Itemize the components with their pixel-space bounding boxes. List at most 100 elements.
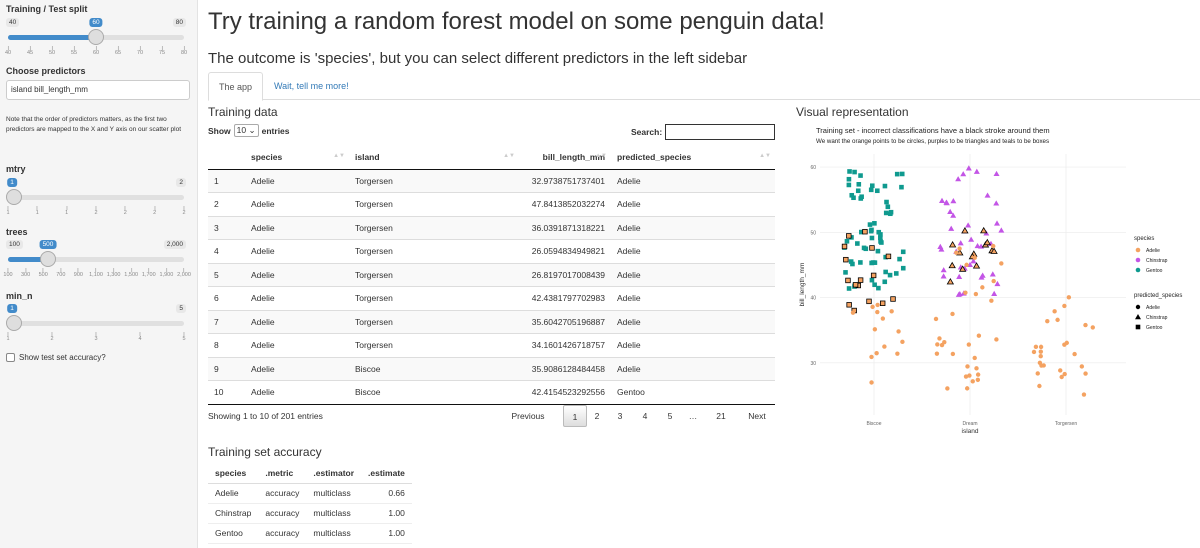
tab-the-app[interactable]: The app — [208, 72, 264, 101]
min-n-handle[interactable] — [6, 315, 22, 331]
column-header[interactable]: bill_length_mm ▲▼ — [519, 145, 611, 170]
min-n-slider[interactable]: 1 5 1 2 3 4 5 — [6, 304, 186, 344]
entries-value: 10 — [236, 125, 247, 135]
y-tick-label: 30 — [810, 361, 816, 367]
table-cell: 7 — [208, 309, 245, 334]
page-button[interactable]: 2 — [594, 411, 600, 421]
scatter-point — [993, 170, 1000, 177]
table-cell: Torgersen — [349, 333, 519, 357]
split-fill — [8, 35, 96, 40]
accuracy-column-header: .metric — [258, 463, 307, 484]
sort-icon: ▲▼ — [595, 153, 607, 159]
scatter-point — [888, 211, 893, 217]
split-slider[interactable]: 40 60 80 40 45 50 55 60 65 70 75 80 — [5, 18, 187, 58]
slider-tick: 60 — [93, 46, 99, 56]
accuracy-cell: Adelie — [208, 483, 259, 504]
accuracy-cell: 1.00 — [361, 503, 412, 524]
scatter-point — [991, 290, 998, 296]
scatter-point — [938, 246, 945, 252]
table-cell: Adelie — [245, 262, 349, 287]
scatter-point — [882, 279, 888, 285]
accuracy-table: species .metric .estimator .estimate Adelie… — [208, 463, 412, 544]
scatter-point — [878, 232, 883, 237]
previous-button[interactable]: Previous — [511, 411, 545, 421]
predictors-select[interactable]: island bill_length_mm — [6, 80, 190, 100]
scatter-point — [876, 285, 881, 291]
legend-label: Chinstrap — [1146, 315, 1168, 321]
trees-slider[interactable]: 100 500 2,000 100 300 500 700 900 1,100 1,300 1… — [3, 240, 191, 280]
trees-fill — [8, 257, 48, 262]
scatter-point — [966, 342, 972, 347]
table-cell: 8 — [208, 333, 245, 357]
table-cell: 32.9738751737401 — [519, 168, 611, 193]
scatter-point — [937, 336, 942, 341]
trees-label: trees — [6, 227, 28, 237]
x-tick-label: Torgersen — [1055, 421, 1077, 427]
page-button[interactable]: 21 — [716, 411, 726, 421]
page-title: Try training a random forest model on so… — [208, 8, 825, 35]
slider-tick: 700 — [56, 268, 65, 278]
table-row: 5 Adelie Torgersen 26.8197017008439 Adelie — [208, 262, 775, 287]
scatter-point — [896, 329, 901, 334]
search-input[interactable] — [665, 124, 776, 140]
search-label: Search: — [631, 127, 663, 137]
min-n-track[interactable] — [8, 321, 184, 326]
scatter-point — [975, 377, 981, 383]
column-header[interactable]: island ▲▼ — [349, 145, 519, 170]
entries-select[interactable]: 10 ⌄ — [233, 124, 259, 137]
column-header[interactable]: species ▲▼ — [245, 145, 349, 170]
table-cell: Adelie — [611, 262, 775, 287]
checkbox-box[interactable] — [6, 353, 15, 362]
mtry-slider[interactable]: 1 2 1 1 1 2 2 2 2 — [6, 178, 186, 218]
table-cell: Adelie — [611, 192, 775, 216]
tab-tell-me-more[interactable]: Wait, tell me more! — [274, 81, 349, 91]
scatter-point — [946, 277, 955, 285]
accuracy-body: Adelie accuracy multiclass 0.66 Chinstrap acc… — [208, 483, 412, 544]
table-row: 9 Adelie Biscoe 35.9086128484458 Adelie — [208, 356, 775, 381]
table-cell: 2 — [208, 192, 245, 216]
scatter-point — [979, 272, 986, 278]
slider-tick: 75 — [159, 46, 165, 56]
page-button[interactable]: 5 — [667, 411, 673, 421]
split-handle[interactable] — [88, 29, 104, 45]
legend-pred-title: predicted_species — [1134, 293, 1182, 299]
next-button[interactable]: Next — [748, 411, 766, 421]
column-header[interactable]: predicted_species ▲▼ — [611, 145, 775, 170]
mtry-track[interactable] — [8, 195, 184, 200]
scatter-point — [974, 242, 981, 249]
trees-track[interactable] — [8, 257, 184, 262]
scatter-point — [852, 169, 857, 175]
scatter-point — [950, 212, 957, 218]
table-cell: 35.9086128484458 — [519, 356, 611, 381]
page-button[interactable]: 3 — [617, 411, 623, 421]
table-cell: Torgersen — [349, 286, 519, 310]
scatter-point — [1062, 371, 1067, 377]
scatter-point — [879, 240, 884, 245]
accuracy-cell: multiclass — [306, 503, 362, 524]
table-cell: Adelie — [611, 168, 775, 193]
scatter-point — [1081, 392, 1087, 397]
scatter-point — [874, 350, 879, 356]
scatter-point — [900, 339, 905, 345]
scatter-point — [1079, 364, 1085, 369]
test-accuracy-checkbox[interactable]: Show test set accuracy? — [6, 353, 106, 362]
slider-tick: 2 — [182, 206, 185, 216]
slider-tick: 1 — [6, 332, 9, 342]
training-table: species ▲▼ island ▲▼ bill_length_mm ▲▼ predict… — [208, 145, 775, 405]
scatter-point — [900, 249, 906, 255]
scatter-point — [895, 351, 900, 356]
trees-handle[interactable] — [40, 251, 56, 267]
split-current: 60 — [89, 18, 103, 27]
y-tick-label: 60 — [810, 165, 816, 171]
page-button[interactable]: 1 — [563, 405, 587, 427]
scatter-point — [972, 355, 977, 361]
mtry-handle[interactable] — [6, 189, 22, 205]
scatter-point — [869, 380, 874, 385]
scatter-point — [875, 248, 881, 254]
accuracy-header-row: species .metric .estimator .estimate — [208, 463, 412, 484]
page-button[interactable]: 4 — [642, 411, 648, 421]
table-cell: Gentoo — [611, 380, 775, 405]
scatter-point — [855, 241, 860, 246]
table-row: 3 Adelie Torgersen 36.0391871318221 Adelie — [208, 215, 775, 240]
table-cell: 35.6042705196887 — [519, 309, 611, 334]
